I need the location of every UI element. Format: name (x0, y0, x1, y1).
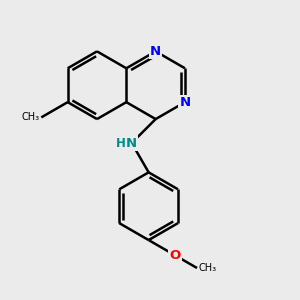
Text: N: N (179, 96, 191, 109)
Text: H: H (116, 136, 125, 149)
Text: O: O (169, 249, 181, 262)
Text: N: N (126, 136, 137, 149)
Text: CH₃: CH₃ (199, 263, 217, 273)
Text: CH₃: CH₃ (22, 112, 40, 122)
Text: N: N (150, 45, 161, 58)
